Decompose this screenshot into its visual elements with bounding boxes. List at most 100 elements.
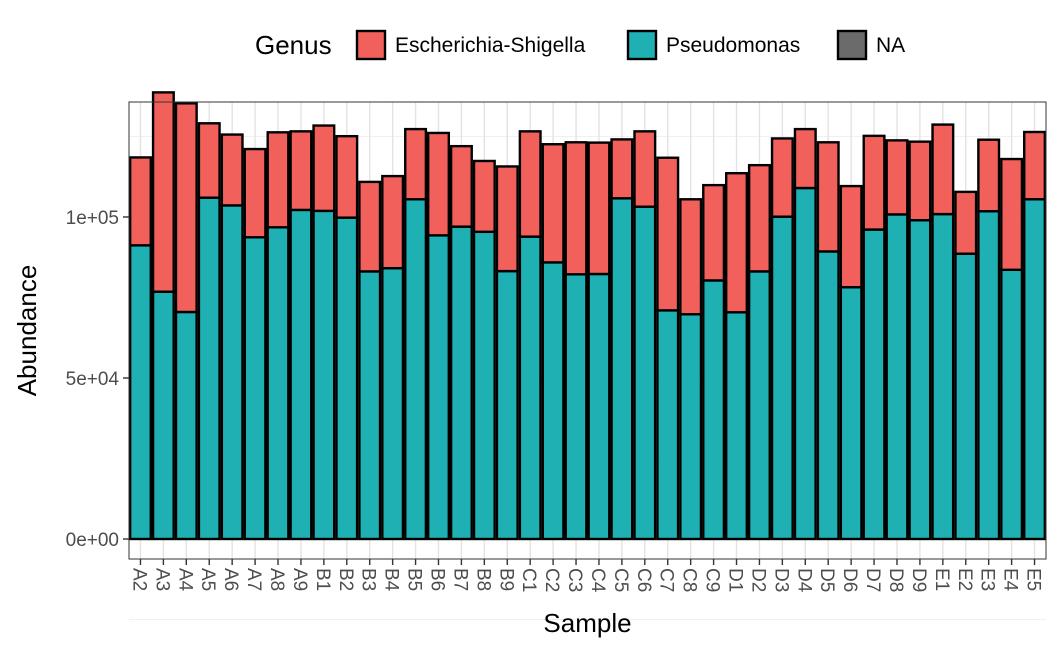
x-tick-label: D3 (770, 568, 791, 592)
bar-escherichia-shigella-e5 (1023, 130, 1047, 201)
x-tick-label: A3 (151, 568, 172, 591)
x-tick-label: A4 (174, 568, 195, 592)
bar-escherichia-shigella-a2 (128, 156, 152, 247)
x-tick-label: E5 (1023, 568, 1044, 591)
bar-pseudomonas-b2 (335, 216, 359, 541)
bar-escherichia-shigella-c1 (518, 130, 542, 238)
bar-escherichia-shigella-e1 (931, 123, 955, 216)
bar-escherichia-shigella-c2 (541, 143, 565, 264)
bar-pseudomonas-b5 (404, 198, 428, 541)
bar-escherichia-shigella-c8 (679, 198, 703, 316)
x-tick-label: B7 (449, 568, 470, 591)
bar-escherichia-shigella-c5 (610, 138, 634, 200)
x-tick-label: D4 (793, 568, 814, 593)
bar-escherichia-shigella-e2 (954, 190, 978, 255)
bar-escherichia-shigella-b6 (426, 131, 451, 237)
bar-pseudomonas-c5 (610, 197, 634, 541)
bar-pseudomonas-b8 (472, 230, 496, 541)
x-tick-label: A8 (266, 568, 287, 591)
bar-escherichia-shigella-d5 (816, 141, 840, 253)
bar-pseudomonas-d9 (908, 219, 932, 541)
bar-pseudomonas-d2 (747, 270, 771, 541)
bar-pseudomonas-b6 (426, 234, 451, 541)
bar-pseudomonas-e5 (1023, 198, 1047, 541)
bar-pseudomonas-e1 (931, 212, 955, 541)
bar-escherichia-shigella-e4 (1000, 157, 1024, 272)
bar-pseudomonas-d4 (793, 186, 817, 541)
x-tick-label: E2 (954, 568, 975, 591)
x-tick-label: B9 (495, 568, 516, 591)
bar-pseudomonas-d7 (862, 228, 886, 541)
bar-escherichia-shigella-d6 (839, 184, 863, 289)
bar-escherichia-shigella-a5 (197, 122, 221, 199)
x-tick-label: A9 (289, 568, 310, 591)
x-tick-label: B4 (381, 568, 402, 592)
bar-pseudomonas-a2 (128, 244, 152, 541)
x-tick-label: D1 (725, 568, 746, 592)
bar-escherichia-shigella-c7 (656, 156, 680, 312)
legend-label: Escherichia-Shigella (395, 34, 586, 57)
x-tick-label: D2 (747, 568, 768, 592)
bar-pseudomonas-c7 (656, 309, 680, 541)
legend-key-na (836, 29, 868, 61)
x-tick-label: B1 (312, 568, 333, 591)
bar-escherichia-shigella-b7 (449, 144, 473, 228)
y-axis-title: Abundance (12, 265, 42, 397)
x-tick-label: B5 (404, 568, 425, 591)
bar-escherichia-shigella-d2 (747, 163, 771, 273)
bar-escherichia-shigella-d3 (770, 137, 794, 218)
x-tick-label: A5 (197, 568, 218, 591)
x-tick-label: D9 (908, 568, 929, 592)
bar-pseudomonas-a3 (151, 290, 175, 541)
x-tick-label: D8 (885, 568, 906, 592)
bar-escherichia-shigella-e3 (977, 138, 1001, 213)
bar-pseudomonas-e4 (1000, 268, 1024, 541)
bar-escherichia-shigella-a3 (151, 91, 175, 293)
y-tick-label: 1e+05 (66, 208, 119, 229)
x-tick-label: C2 (541, 568, 562, 592)
y-tick-label: 5e+04 (66, 369, 120, 390)
legend-key-pseudomonas (626, 29, 658, 61)
bar-escherichia-shigella-a4 (174, 102, 198, 314)
bar-escherichia-shigella-a6 (220, 133, 244, 207)
x-tick-label: A2 (128, 568, 149, 591)
bar-escherichia-shigella-c3 (564, 141, 588, 276)
y-tick-label: 0e+00 (66, 530, 119, 551)
x-tick-label: D6 (839, 568, 860, 592)
bar-pseudomonas-a4 (174, 310, 198, 541)
bar-pseudomonas-b4 (381, 266, 405, 541)
bar-pseudomonas-a9 (289, 208, 313, 541)
legend-label: Pseudomonas (666, 34, 800, 57)
x-tick-label: A7 (243, 568, 264, 591)
x-tick-label: B2 (335, 568, 356, 591)
bar-pseudomonas-a8 (266, 226, 290, 541)
legend-title: Genus (255, 30, 332, 60)
x-tick-label: C8 (679, 568, 700, 592)
legend: Genus Escherichia-Shigella Pseudomonas NA (255, 29, 905, 61)
bar-pseudomonas-d5 (816, 250, 840, 541)
bar-escherichia-shigella-b2 (335, 134, 359, 219)
x-tick-label: B6 (426, 568, 447, 591)
bar-escherichia-shigella-a9 (289, 130, 313, 212)
x-tick-label: C1 (518, 568, 539, 592)
plot-panel-border (128, 101, 1047, 560)
bar-escherichia-shigella-b4 (381, 174, 405, 270)
bar-escherichia-shigella-b1 (312, 124, 336, 213)
bar-pseudomonas-b3 (358, 270, 382, 541)
bar-pseudomonas-d1 (724, 311, 749, 541)
bar-escherichia-shigella-d1 (724, 172, 749, 314)
bar-pseudomonas-c1 (518, 235, 542, 541)
bar-pseudomonas-b9 (495, 269, 519, 541)
bar-pseudomonas-c3 (564, 273, 588, 541)
x-tick-label: D5 (816, 568, 837, 592)
x-tick-label: C5 (610, 568, 631, 592)
x-tick-label: E3 (977, 568, 998, 591)
bar-pseudomonas-e3 (977, 210, 1001, 541)
bar-layer (128, 91, 1047, 541)
bar-escherichia-shigella-b5 (404, 127, 428, 201)
x-tick-label: E1 (931, 568, 952, 591)
bar-pseudomonas-a6 (220, 204, 244, 541)
